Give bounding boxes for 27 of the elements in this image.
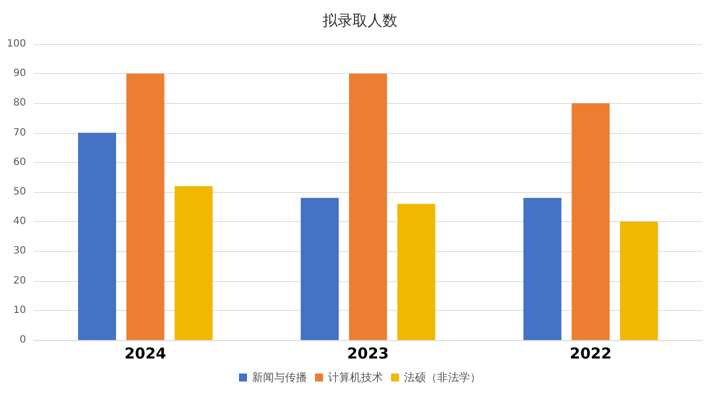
y-tick-label: 10	[13, 304, 26, 316]
x-tick-label: 2024	[124, 344, 166, 362]
y-tick-label: 40	[13, 216, 26, 228]
legend-label: 法硕（非法学）	[404, 371, 481, 384]
bar	[523, 198, 562, 340]
bar	[620, 222, 658, 340]
bar	[126, 74, 164, 340]
x-tick-label: 2023	[347, 344, 389, 362]
y-tick-label: 90	[13, 68, 26, 80]
bar	[397, 204, 436, 340]
x-tick-label: 2022	[570, 344, 612, 362]
y-tick-label: 70	[13, 127, 26, 138]
bar	[78, 132, 116, 340]
bar	[300, 198, 339, 340]
y-tick-label: 0	[20, 334, 26, 346]
y-tick-label: 30	[13, 246, 26, 257]
chart-title: 拟录取人数	[322, 12, 398, 30]
y-tick-label: 50	[13, 186, 26, 198]
y-tick-label: 80	[13, 98, 26, 109]
bar	[572, 103, 610, 340]
bar	[174, 186, 213, 340]
bar	[349, 74, 387, 340]
y-tick-label: 100	[6, 38, 26, 50]
legend-label: 计算机技术	[328, 371, 383, 384]
y-tick-label: 60	[13, 156, 26, 168]
legend-label: 新闻与传播	[252, 371, 307, 384]
y-tick-label: 20	[13, 275, 26, 286]
